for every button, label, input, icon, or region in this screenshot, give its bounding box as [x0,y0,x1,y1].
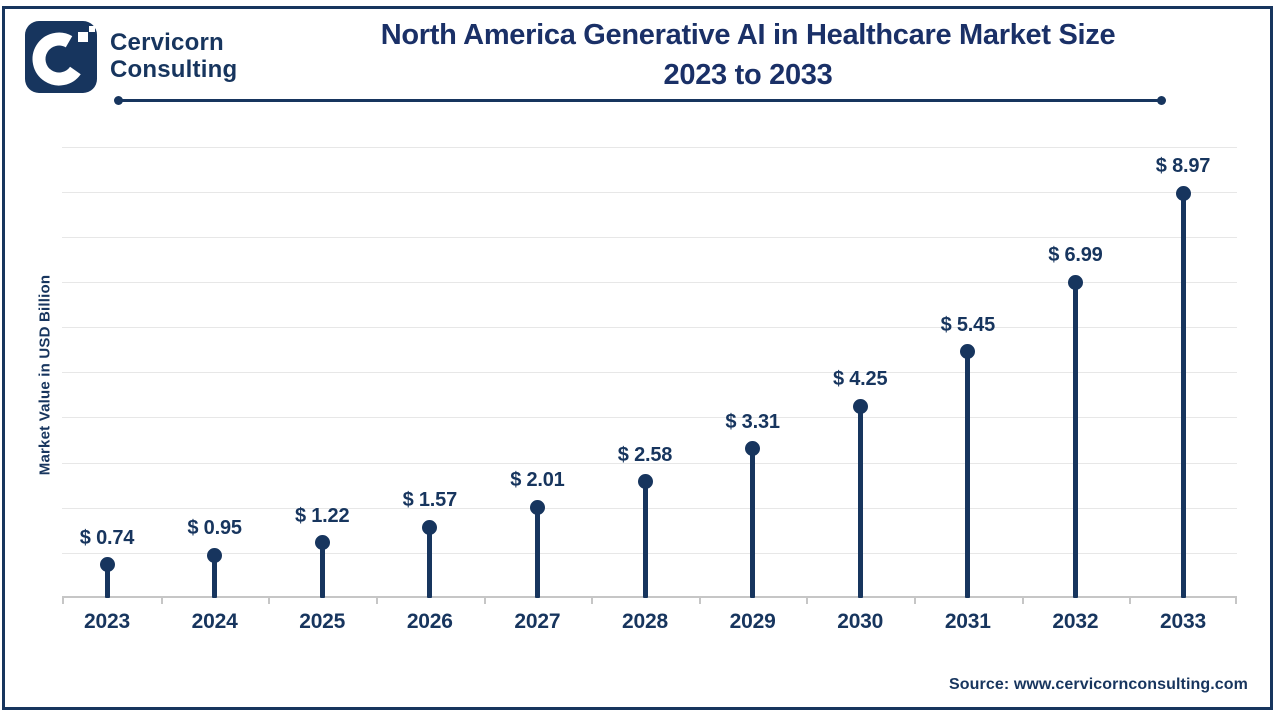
value-label: $ 1.57 [402,489,458,512]
lollipop-dot [745,441,761,457]
x-axis-line [62,596,1237,598]
gridline [62,236,1237,238]
lollipop-dot [422,519,438,535]
x-axis-tick [698,598,701,604]
value-label: $ 6.99 [1048,244,1103,267]
x-axis-tick [1235,598,1237,604]
chart-title-line1: North America Generative AI in Healthcar… [380,19,1116,51]
value-label: $ 3.31 [725,410,780,433]
x-tick-label: 2030 [837,610,884,633]
x-axis-tick [483,598,486,604]
lollipop-dot [1067,274,1083,290]
brand-name: Cervicorn Consulting [110,29,237,83]
lollipop-stem [1072,282,1078,598]
x-axis-tick [160,598,163,604]
lollipop-stem [534,507,540,598]
lollipop-dot [207,547,223,563]
x-tick-label: 2024 [191,610,238,633]
lollipop-stem [427,527,433,598]
gridline [62,191,1237,193]
x-axis-tick [1021,598,1024,604]
x-tick-label: 2028 [622,610,668,633]
x-axis-tick [806,598,809,604]
header-divider-right-dot [1157,96,1166,105]
gridline [62,372,1237,374]
value-label: $ 2.01 [510,469,565,492]
lollipop-stem [642,481,648,598]
brand-name-line1: Cervicorn [110,29,224,56]
value-label: $ 8.97 [1155,155,1211,177]
gridline [62,146,1237,148]
gridline [62,417,1237,419]
x-axis-tick [268,598,271,604]
value-label: $ 0.74 [79,526,135,549]
gridline [62,462,1237,464]
x-axis-tick [376,598,378,604]
gridline [62,552,1237,554]
lollipop-dot [529,499,545,515]
x-axis-tick [914,598,916,604]
lollipop-stem [104,564,110,598]
brand-name-line2: Consulting [110,56,238,83]
lollipop-dot [99,557,115,573]
value-label: $ 4.25 [832,368,888,391]
value-label: $ 0.95 [187,517,242,540]
gridline [62,507,1237,509]
lollipop-stem [750,448,756,598]
lollipop-stem [1180,193,1186,598]
value-label: $ 5.45 [940,313,996,336]
lollipop-dot [852,398,868,414]
cervicorn-logo-icon [25,21,97,93]
x-tick-label: 2033 [1160,610,1206,633]
lollipop-dot [637,474,653,489]
x-tick-label: 2029 [729,610,776,633]
value-label: $ 1.22 [294,504,350,527]
chart-title-line2: 2023 to 2033 [663,59,833,91]
x-tick-label: 2031 [944,610,991,633]
x-tick-label: 2026 [406,610,453,633]
x-tick-label: 2025 [299,610,346,633]
header-divider-line [118,99,1162,102]
x-axis-tick [1129,598,1132,604]
lollipop-stem [212,555,218,598]
value-label: $ 2.58 [617,443,673,466]
gridline [62,281,1237,283]
gridline [62,327,1237,329]
header-divider-left-dot [114,96,123,105]
x-axis-tick [591,598,594,604]
lollipop-stem [857,406,863,598]
source-attribution: Source: www.cervicornconsulting.com [949,676,1248,693]
chart-title: North America Generative AI in Healthcar… [280,15,1216,95]
x-tick-label: 2032 [1052,610,1099,633]
lollipop-stem [319,542,325,598]
x-tick-label: 2023 [84,610,130,633]
lollipop-dot [314,535,330,551]
lollipop-dot [1175,185,1191,201]
lollipop-stem [965,351,971,598]
x-tick-label: 2027 [514,610,561,633]
lollipop-dot [960,344,976,360]
x-axis-tick [62,598,64,604]
